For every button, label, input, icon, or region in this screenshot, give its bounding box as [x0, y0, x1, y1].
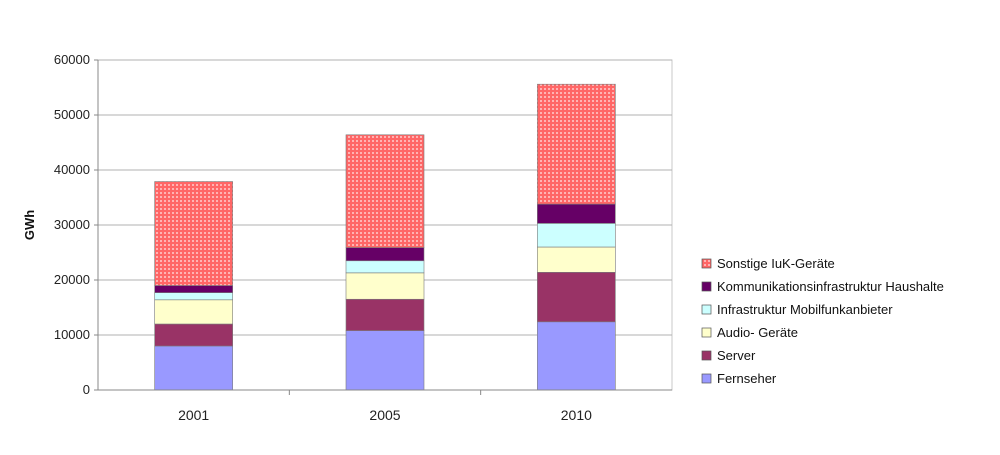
- x-axis-ticks: 2001 2005 2010: [178, 390, 592, 423]
- bar-segment: [154, 299, 233, 325]
- y-tick-label: 0: [83, 382, 90, 397]
- legend-swatch: [701, 350, 712, 361]
- bar-segment: [345, 134, 425, 248]
- y-tick-label: 40000: [54, 162, 90, 177]
- bar-segment: [345, 330, 425, 391]
- bar-segment: [345, 298, 425, 331]
- legend-swatch: [701, 373, 712, 384]
- bar-segment: [537, 321, 616, 391]
- y-tick-label: 60000: [54, 52, 90, 67]
- bar-segment: [154, 323, 233, 347]
- bar-segment: [154, 181, 233, 286]
- bar-segment: [154, 285, 233, 293]
- legend-swatch: [701, 281, 712, 292]
- bar-segment: [345, 272, 425, 300]
- bar-segment: [537, 223, 616, 248]
- y-tick-label: 20000: [54, 272, 90, 287]
- bar-segment: [154, 292, 233, 301]
- y-axis-label: GWh: [22, 210, 37, 240]
- y-tick-label: 50000: [54, 107, 90, 122]
- bars: [154, 83, 616, 391]
- x-tick-label: 2010: [561, 407, 592, 423]
- legend: Sonstige IuK-Geräte Kommunikationsinfrast…: [701, 256, 944, 386]
- y-tick-label: 30000: [54, 217, 90, 232]
- bar-segment: [537, 83, 616, 205]
- bar-segment: [345, 247, 425, 262]
- legend-swatch: [701, 327, 712, 338]
- x-tick-label: 2005: [369, 407, 400, 423]
- x-tick-label: 2001: [178, 407, 209, 423]
- y-tick-label: 10000: [54, 327, 90, 342]
- legend-label: Server: [717, 348, 756, 363]
- bar-segment: [537, 271, 616, 323]
- bar-segment: [537, 246, 616, 273]
- bar-segment: [345, 260, 425, 274]
- legend-swatch: [701, 304, 712, 315]
- legend-label: Audio- Geräte: [717, 325, 798, 340]
- legend-swatch: [701, 258, 712, 269]
- bar-segment: [154, 345, 233, 391]
- legend-label: Kommunikationsinfrastruktur Haushalte: [717, 279, 944, 294]
- bar-segment: [537, 203, 616, 224]
- legend-label: Sonstige IuK-Geräte: [717, 256, 835, 271]
- legend-label: Infrastruktur Mobilfunkanbieter: [717, 302, 893, 317]
- y-axis-ticks: 0 10000 20000 30000 40000 50000 60000: [54, 52, 98, 397]
- legend-label: Fernseher: [717, 371, 777, 386]
